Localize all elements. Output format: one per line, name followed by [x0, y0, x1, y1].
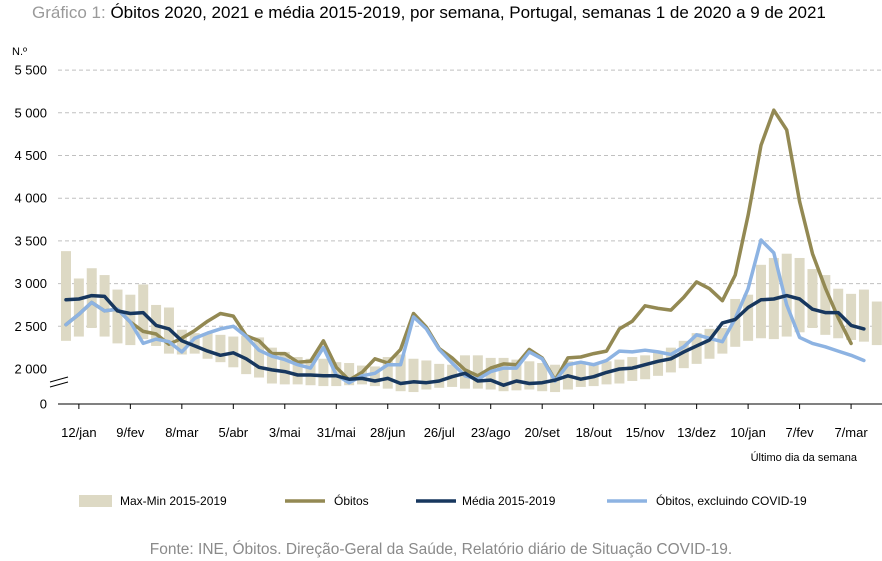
range-bar — [292, 357, 303, 385]
range-bar — [408, 358, 419, 393]
x-tick-label: 10/jan — [730, 425, 765, 440]
source-note: Fonte: INE, Óbitos. Direção-Geral da Saú… — [149, 541, 733, 558]
range-bar — [189, 333, 200, 354]
legend-label-range: Max-Min 2015-2019 — [120, 494, 227, 508]
legend-label-excl-covid: Óbitos, excluindo COVID-19 — [656, 493, 807, 508]
x-axis-title: Último dia da semana — [751, 451, 858, 464]
range-bar — [421, 360, 432, 390]
series-line-3 — [64, 238, 866, 385]
range-band-bars — [61, 251, 882, 393]
x-tick-label: 7/mar — [834, 425, 868, 440]
range-bar — [575, 361, 586, 387]
range-bar — [202, 333, 213, 359]
range-bar — [99, 275, 110, 337]
x-tick-label: 31/mai — [317, 425, 356, 440]
axis-break-mark — [49, 381, 69, 388]
x-tick-label: 12/jan — [61, 425, 96, 440]
range-bar — [820, 275, 831, 335]
y-tick-label: 2 500 — [14, 319, 47, 334]
y-tick-label: 5 500 — [14, 63, 47, 78]
series-lines — [64, 108, 866, 387]
range-bar — [344, 363, 355, 386]
range-bar — [215, 334, 226, 363]
range-bar — [434, 363, 445, 388]
legend-label-media: Média 2015-2019 — [462, 494, 556, 508]
range-bar — [498, 357, 509, 392]
range-bar — [511, 359, 522, 391]
range-bar — [871, 301, 882, 346]
y-tick-label: 4 500 — [14, 148, 47, 163]
range-bar — [807, 269, 818, 329]
x-tick-label: 20/set — [524, 425, 560, 440]
y-tick-label: 5 000 — [14, 105, 47, 120]
range-bar — [279, 351, 290, 385]
series-line-1 — [64, 108, 853, 382]
x-tick-label: 7/fev — [785, 425, 814, 440]
y-tick-label: 3 000 — [14, 276, 47, 291]
range-bar — [537, 363, 548, 392]
x-tick-label: 5/abr — [218, 425, 248, 440]
y-tick-label: 3 500 — [14, 233, 47, 248]
range-bar — [73, 278, 84, 337]
range-bar — [395, 354, 406, 392]
range-bar — [704, 328, 715, 359]
x-tick-label: 8/mar — [165, 425, 199, 440]
range-bar — [653, 351, 664, 376]
chart-title-prefix: Gráfico 1: — [32, 3, 106, 22]
range-bar — [112, 289, 123, 344]
range-bar — [241, 335, 252, 375]
range-bar — [86, 268, 97, 329]
range-bar — [691, 333, 702, 364]
chart-title: Gráfico 1: Óbitos 2020, 2021 e média 201… — [32, 3, 826, 23]
series-line-2 — [64, 293, 866, 387]
range-bar — [730, 298, 741, 347]
x-tick-label: 28/jun — [370, 425, 405, 440]
y-tick-label: 0 — [40, 397, 47, 412]
range-bar — [266, 347, 277, 384]
x-tick-label: 26/jul — [424, 425, 455, 440]
range-bar — [485, 357, 496, 390]
range-bar — [846, 293, 857, 340]
range-bar — [318, 358, 329, 387]
range-bar — [678, 340, 689, 369]
y-tick-label: 2 000 — [14, 362, 47, 377]
axis-break-mark — [49, 376, 69, 383]
x-tick-label: 9/fev — [116, 425, 145, 440]
legend: Max-Min 2015-2019 Óbitos Média 2015-2019 Ób… — [79, 493, 807, 508]
legend-label-obitos: Óbitos — [334, 493, 369, 508]
range-bar — [640, 355, 651, 380]
x-tick-label: 15/nov — [626, 425, 666, 440]
axes: 0 2 000 2 500 3 000 3 500 4 000 4 500 5 000 5 50… — [12, 46, 882, 464]
range-bar — [794, 257, 805, 333]
x-tick-label: 23/ago — [471, 425, 511, 440]
legend-swatch-range — [79, 495, 112, 507]
x-tick-label: 3/mai — [269, 425, 301, 440]
x-tick-label: 18/out — [576, 425, 613, 440]
range-bar — [472, 355, 483, 389]
range-bar — [743, 294, 754, 341]
range-bar — [588, 363, 599, 387]
range-bar — [858, 289, 869, 342]
range-bar — [254, 337, 265, 378]
y-axis-title: N.º — [12, 46, 27, 58]
range-bar — [369, 366, 380, 387]
range-bar — [614, 359, 625, 384]
range-bar — [61, 251, 71, 341]
range-bar — [524, 361, 535, 390]
range-bar — [382, 357, 393, 389]
x-tick-label: 13/dez — [677, 425, 716, 440]
chart-title-main: Óbitos 2020, 2021 e média 2015-2019, por… — [110, 3, 826, 22]
range-bar — [305, 358, 316, 386]
chart-canvas: 0 2 000 2 500 3 000 3 500 4 000 4 500 5 000 5 50… — [12, 46, 882, 508]
y-tick-label: 4 000 — [14, 191, 47, 206]
